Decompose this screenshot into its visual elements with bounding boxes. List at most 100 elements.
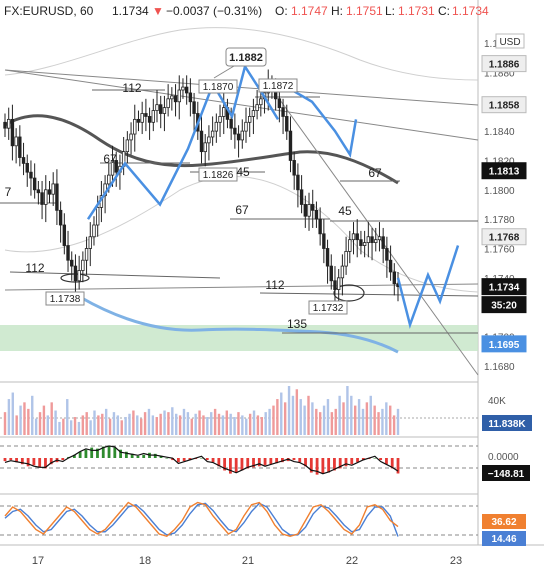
candle-body [255, 104, 259, 111]
candle-body [277, 98, 282, 109]
fib-label: 45 [236, 165, 250, 179]
candle-body [110, 160, 115, 176]
candle-body [62, 224, 67, 246]
candle-body [125, 139, 130, 153]
macd-bar [32, 458, 36, 466]
fib-label: 7 [5, 185, 12, 199]
volume-bar [178, 415, 182, 435]
volume-bar [104, 408, 108, 435]
macd-bar [90, 447, 94, 458]
volume-group [3, 386, 400, 435]
candle-body [281, 107, 285, 117]
volume-bar [58, 421, 61, 435]
candle-body [333, 280, 337, 290]
volume-bar [385, 402, 388, 435]
volume-bar [213, 408, 217, 435]
candle-body [210, 130, 215, 138]
candle-body [303, 204, 308, 217]
candle-body [251, 110, 256, 117]
volume-bar [264, 412, 267, 435]
candle-body [10, 118, 15, 147]
volume-bar [62, 418, 65, 435]
volume-bar [280, 392, 283, 435]
macd-bar [9, 458, 13, 461]
high-value: 1.1751 [346, 4, 383, 18]
volume-bar [326, 399, 330, 435]
candle-body [7, 118, 11, 129]
price-tag [481, 278, 527, 296]
candle-body [29, 171, 33, 179]
macd-bar [124, 451, 128, 458]
volume-bar [245, 418, 248, 435]
macd-bar [72, 454, 76, 458]
price-tag-label: 1.1695 [489, 340, 520, 351]
volume-bar [136, 415, 139, 435]
candle-body [88, 236, 92, 249]
stoch-k-line [4, 501, 399, 538]
price-tag-label: 1.1813 [489, 167, 520, 178]
macd-bar [344, 458, 348, 467]
volume-bar [295, 389, 299, 435]
candle-body [222, 107, 226, 117]
high-label: H: [331, 4, 343, 18]
candle-body [296, 174, 300, 191]
macd-bar [292, 458, 296, 461]
volume-bar [303, 405, 306, 435]
fib-label: 45 [338, 204, 352, 218]
candle-body [199, 130, 204, 153]
volume-bar [268, 408, 271, 435]
callout-box [225, 47, 267, 67]
macd-bar [309, 458, 313, 473]
volume-bar [283, 402, 287, 435]
ema-line [79, 295, 399, 354]
macd-bar [171, 458, 175, 461]
annotation-box [258, 78, 298, 93]
candle-body [314, 209, 319, 220]
volume-bar [171, 407, 174, 435]
candle-body [173, 95, 178, 103]
candle-body [285, 116, 289, 132]
price-tag [481, 162, 527, 180]
macd-bar [333, 458, 336, 471]
volume-bar [377, 412, 380, 435]
volume-bar [272, 405, 275, 435]
macd-bar [246, 458, 250, 469]
volume-bar [248, 413, 252, 435]
volume-bar [85, 412, 88, 435]
volume-bar [19, 405, 22, 435]
macd-bar [101, 446, 105, 458]
volume-bar [31, 395, 34, 435]
volume-bar [23, 402, 26, 435]
macd-bar [136, 455, 140, 458]
volume-bar [346, 386, 349, 435]
candle-body [307, 204, 311, 217]
volume-bar [221, 415, 225, 435]
candle-body [377, 236, 382, 241]
macd-bar [107, 445, 111, 458]
macd-line [4, 445, 399, 475]
macd-bar [281, 458, 284, 463]
volume-bar [159, 413, 162, 435]
macd-bar [96, 448, 99, 458]
volume-bar [373, 405, 376, 435]
volume-bar [217, 413, 221, 435]
volume-bar [392, 415, 396, 435]
candle-body [151, 110, 156, 123]
candle-body [92, 224, 96, 238]
candle-body [170, 95, 174, 100]
candle-body [25, 162, 29, 173]
volume-bar [256, 415, 260, 435]
volume-bar [147, 408, 151, 435]
volume-bar [225, 410, 228, 435]
price-tick: 1.1680 [484, 362, 515, 373]
candle-body [240, 130, 244, 141]
currency-badge[interactable] [495, 33, 525, 49]
macd-bar [26, 458, 30, 467]
candle-body [32, 177, 37, 191]
candle-body [355, 233, 359, 241]
volume-bar [163, 410, 166, 435]
volume-bar [342, 402, 345, 435]
volume-bar [202, 415, 205, 435]
volume-bar [77, 421, 81, 435]
